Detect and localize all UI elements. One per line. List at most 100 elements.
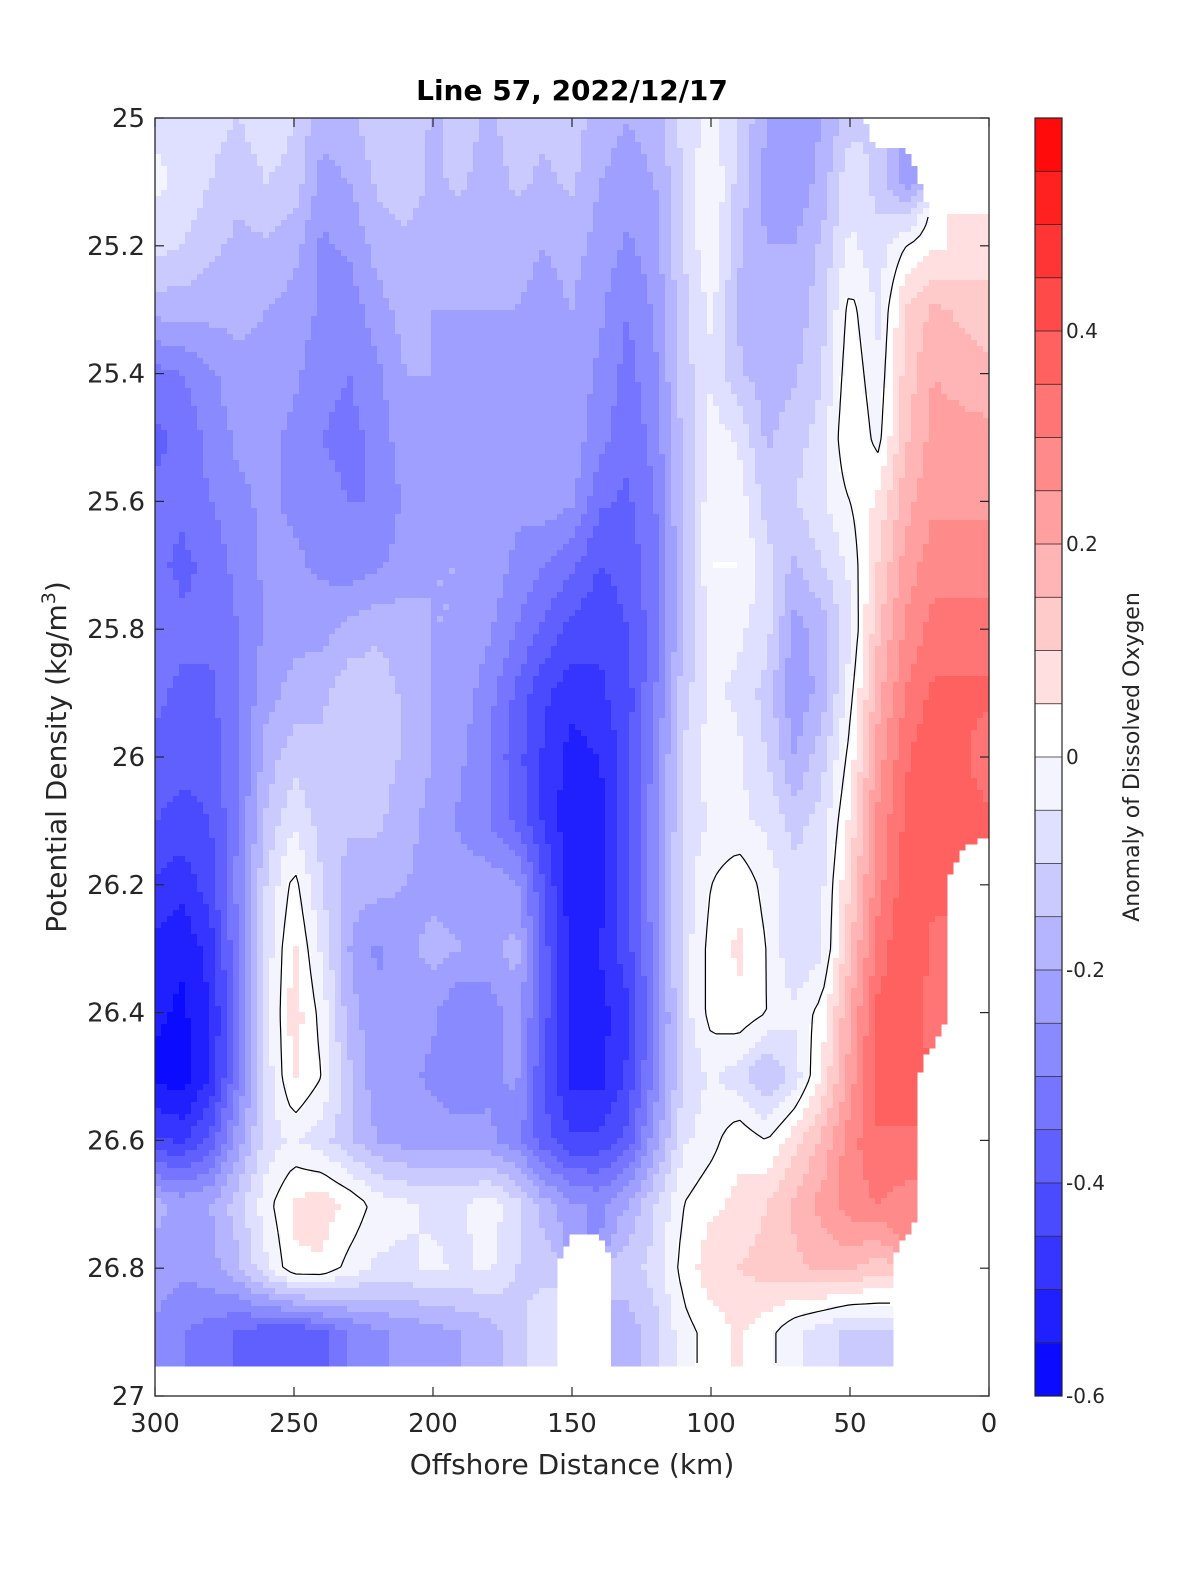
field-cell (809, 226, 816, 233)
field-cell (767, 292, 774, 299)
field-cell (497, 130, 504, 137)
field-cell (731, 262, 738, 269)
field-cell (533, 292, 540, 299)
field-cell (155, 148, 162, 155)
field-cell (305, 232, 312, 239)
field-cell (671, 244, 678, 251)
field-cell (527, 148, 534, 155)
field-cell (269, 124, 276, 131)
field-cell (797, 160, 804, 167)
field-cell (893, 286, 900, 293)
field-cell (167, 154, 174, 161)
field-cell (521, 286, 528, 293)
field-cell (293, 238, 300, 245)
field-cell (527, 250, 534, 257)
field-cell (719, 136, 726, 143)
field-cell (947, 280, 954, 287)
field-cell (467, 244, 474, 251)
field-cell (857, 190, 864, 197)
field-cell (761, 214, 768, 221)
field-cell (437, 166, 444, 173)
field-cell (539, 178, 546, 185)
field-cell (689, 142, 696, 149)
field-cell (539, 232, 546, 239)
field-cell (269, 148, 276, 155)
field-cell (587, 238, 594, 245)
field-cell (857, 238, 864, 245)
field-cell (575, 130, 582, 137)
field-cell (797, 196, 804, 203)
field-cell (287, 118, 294, 125)
field-cell (527, 292, 534, 299)
field-cell (749, 178, 756, 185)
field-cell (287, 238, 294, 245)
field-cell (341, 148, 348, 155)
field-cell (515, 244, 522, 251)
field-cell (605, 226, 612, 233)
field-cell (827, 238, 834, 245)
field-cell (383, 208, 390, 215)
field-cell (695, 196, 702, 203)
field-cell (479, 184, 486, 191)
field-cell (155, 238, 162, 245)
field-cell (545, 130, 552, 137)
field-cell (563, 208, 570, 215)
field-cell (167, 124, 174, 131)
field-cell (659, 286, 666, 293)
field-cell (767, 226, 774, 233)
field-cell (233, 166, 240, 173)
field-cell (323, 274, 330, 281)
field-cell (263, 214, 270, 221)
field-cell (473, 166, 480, 173)
field-cell (269, 268, 276, 275)
field-cell (851, 274, 858, 281)
field-cell (341, 208, 348, 215)
field-cell (779, 256, 786, 263)
field-cell (641, 214, 648, 221)
field-cell (395, 256, 402, 263)
field-cell (461, 226, 468, 233)
field-cell (317, 244, 324, 251)
field-cell (701, 196, 708, 203)
field-cell (863, 130, 870, 137)
field-cell (641, 250, 648, 257)
field-cell (281, 196, 288, 203)
field-cell (521, 226, 528, 233)
field-cell (533, 220, 540, 227)
field-cell (911, 256, 918, 263)
field-cell (671, 190, 678, 197)
field-cell (377, 172, 384, 179)
field-cell (845, 244, 852, 251)
field-cell (947, 226, 954, 233)
field-cell (299, 190, 306, 197)
field-cell (719, 190, 726, 197)
field-cell (689, 172, 696, 179)
field-cell (203, 184, 210, 191)
field-cell (593, 268, 600, 275)
field-cell (575, 274, 582, 281)
field-cell (773, 154, 780, 161)
field-cell (593, 208, 600, 215)
field-cell (593, 196, 600, 203)
field-cell (431, 136, 438, 143)
field-cell (503, 268, 510, 275)
field-cell (197, 244, 204, 251)
field-cell (527, 160, 534, 167)
field-cell (209, 268, 216, 275)
field-cell (371, 256, 378, 263)
field-cell (425, 238, 432, 245)
field-cell (227, 256, 234, 263)
field-cell (185, 292, 192, 299)
field-cell (821, 166, 828, 173)
field-cell (755, 262, 762, 269)
field-cell (977, 268, 984, 275)
field-cell (575, 190, 582, 197)
field-cell (689, 214, 696, 221)
field-cell (911, 226, 918, 233)
field-cell (287, 178, 294, 185)
field-cell (881, 166, 888, 173)
field-cell (317, 220, 324, 227)
field-cell (551, 214, 558, 221)
field-cell (245, 274, 252, 281)
field-cell (743, 148, 750, 155)
